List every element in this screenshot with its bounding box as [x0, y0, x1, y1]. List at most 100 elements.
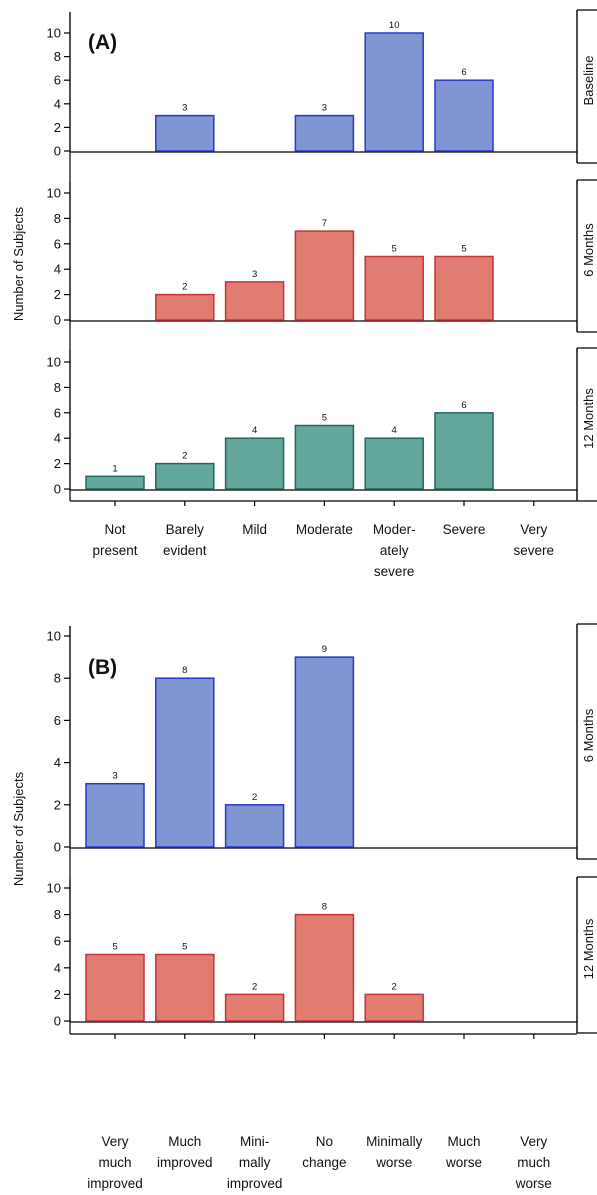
bar: [155, 293, 215, 321]
y-axis-title: Number of Subjects: [11, 206, 26, 321]
bar: [155, 462, 215, 490]
y-tick-label: 8: [54, 211, 61, 226]
x-category-label: Much: [168, 1134, 201, 1149]
x-category-label: worse: [515, 1176, 552, 1191]
bar: [364, 437, 424, 490]
bar-value-label: 2: [252, 792, 257, 803]
series-strip-label: 6 Months: [581, 223, 596, 277]
y-tick-label: 6: [54, 236, 61, 251]
bar-value-label: 3: [182, 103, 187, 114]
y-tick-label: 4: [54, 262, 61, 277]
bar-value-label: 4: [392, 425, 397, 436]
y-tick-label: 0: [54, 313, 61, 328]
series-strip-label: Baseline: [581, 56, 596, 106]
y-tick-label: 4: [54, 431, 61, 446]
bar: [85, 953, 145, 1022]
x-category-label: improved: [227, 1176, 283, 1191]
x-category-label: much: [517, 1155, 550, 1170]
x-category-label: present: [92, 543, 137, 558]
x-category-label: Very: [520, 522, 547, 537]
x-category-label: change: [302, 1155, 346, 1170]
bar: [294, 424, 355, 490]
x-category-label: Much: [447, 1134, 480, 1149]
y-tick-label: 4: [54, 755, 61, 770]
bar-value-label: 2: [182, 282, 187, 293]
x-category-label: severe: [374, 564, 415, 579]
y-tick-label: 10: [47, 26, 61, 41]
bar-value-label: 1: [112, 463, 117, 474]
x-category-label: much: [98, 1155, 131, 1170]
y-tick-label: 8: [54, 907, 61, 922]
x-category-label: Moderate: [296, 522, 353, 537]
x-category-label: worse: [375, 1155, 412, 1170]
bar: [294, 114, 355, 152]
bar-value-label: 5: [112, 942, 117, 953]
bar: [85, 782, 145, 848]
bar-value-label: 3: [112, 771, 117, 782]
y-tick-label: 6: [54, 713, 61, 728]
x-category-label: worse: [445, 1155, 482, 1170]
bar: [224, 804, 285, 848]
y-tick-label: 8: [54, 49, 61, 64]
bar-value-label: 5: [182, 942, 187, 953]
y-tick-label: 2: [54, 456, 61, 471]
bar: [434, 79, 494, 152]
y-tick-label: 10: [47, 355, 61, 370]
panel-letter: (A): [88, 31, 117, 54]
x-category-label: evident: [163, 543, 207, 558]
series-strip-label: 6 Months: [581, 708, 596, 762]
bar-value-label: 2: [252, 981, 257, 992]
x-category-label: Mini-: [240, 1134, 269, 1149]
bar-value-label: 9: [322, 644, 327, 655]
series-strip-label: 12 Months: [581, 388, 596, 449]
bar-value-label: 6: [461, 400, 466, 411]
x-category-label: improved: [157, 1155, 213, 1170]
x-category-label: Very: [101, 1134, 128, 1149]
bar: [155, 953, 215, 1022]
y-tick-label: 2: [54, 287, 61, 302]
x-category-label: Severe: [443, 522, 486, 537]
y-tick-label: 10: [47, 186, 61, 201]
y-tick-label: 4: [54, 96, 61, 111]
x-category-label: Very: [520, 1134, 547, 1149]
bar-value-label: 4: [252, 425, 257, 436]
bar-value-label: 7: [322, 218, 327, 229]
x-category-label: severe: [514, 543, 555, 558]
x-category-label: Moder-: [373, 522, 416, 537]
y-tick-label: 0: [54, 144, 61, 159]
bar: [434, 412, 494, 490]
bar: [155, 677, 215, 848]
bar: [155, 114, 215, 152]
bar-value-label: 5: [392, 244, 397, 255]
bar: [364, 255, 424, 321]
y-tick-label: 2: [54, 987, 61, 1002]
y-tick-label: 4: [54, 960, 61, 975]
bar-value-label: 5: [322, 413, 327, 424]
y-tick-label: 0: [54, 1014, 61, 1029]
x-category-label: No: [316, 1134, 333, 1149]
y-tick-label: 6: [54, 405, 61, 420]
y-tick-label: 6: [54, 73, 61, 88]
y-tick-label: 6: [54, 934, 61, 949]
bar: [224, 281, 285, 321]
bar: [224, 437, 285, 490]
bar-value-label: 3: [322, 103, 327, 114]
y-tick-label: 0: [54, 840, 61, 855]
x-category-label: Not: [104, 522, 125, 537]
series-strip-label: 12 Months: [581, 918, 596, 979]
x-category-label: mally: [239, 1155, 271, 1170]
panel-letter: (B): [88, 656, 117, 679]
bar-value-label: 5: [461, 244, 466, 255]
y-tick-label: 10: [47, 881, 61, 896]
y-tick-label: 8: [54, 671, 61, 686]
y-tick-label: 8: [54, 380, 61, 395]
bar-value-label: 10: [389, 20, 400, 31]
x-category-label: improved: [87, 1176, 143, 1191]
bar: [434, 255, 494, 321]
x-category-label: Mild: [242, 522, 267, 537]
bar: [294, 656, 355, 848]
bar-value-label: 8: [182, 665, 187, 676]
bar: [364, 993, 424, 1022]
y-tick-label: 2: [54, 797, 61, 812]
